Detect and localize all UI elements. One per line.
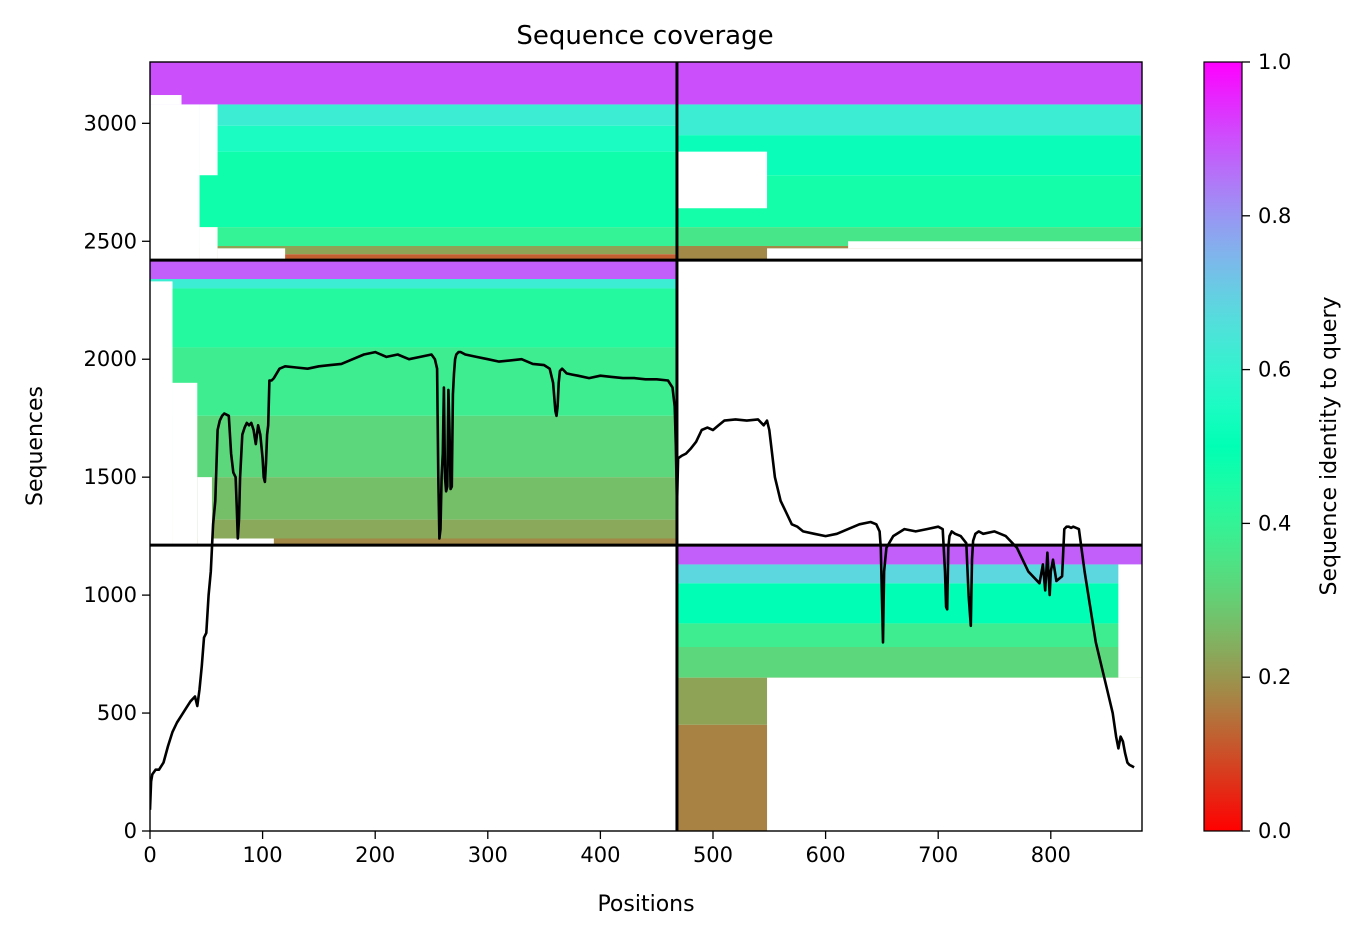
identity-band: [150, 415, 677, 478]
heatmap-block: [676, 62, 1142, 261]
identity-band: [676, 647, 1142, 678]
identity-band: [150, 254, 677, 261]
y-tick-label: 2500: [84, 229, 137, 253]
x-axis: 0 100 200 300 400 500 600 700 800: [143, 831, 1071, 867]
coverage-gap: [199, 104, 218, 176]
identity-band: [676, 583, 1142, 624]
colorbar: 0.0 0.2 0.4 0.6 0.8 1.0: [1203, 50, 1291, 843]
x-tick-label: 600: [806, 843, 846, 867]
coverage-gap: [172, 382, 198, 546]
colorbar-gradient: [1204, 62, 1242, 831]
identity-band: [676, 545, 1142, 565]
coverage-gap: [848, 241, 1142, 249]
x-tick-label: 500: [693, 843, 733, 867]
coverage-gap: [197, 477, 212, 546]
x-tick-label: 0: [143, 843, 156, 867]
colorbar-tick-label: 0.6: [1258, 358, 1291, 382]
identity-band: [150, 477, 677, 520]
coverage-gap: [150, 281, 173, 546]
identity-band: [150, 104, 677, 126]
identity-band: [150, 288, 677, 348]
x-tick-label: 400: [580, 843, 620, 867]
coverage-gap: [150, 104, 200, 261]
y-tick-label: 1000: [84, 583, 137, 607]
identity-band: [150, 279, 677, 289]
identity-band: [150, 125, 677, 152]
colorbar-tick-label: 0.2: [1258, 665, 1291, 689]
x-tick-label: 800: [1031, 843, 1071, 867]
plot-frame: [149, 61, 1143, 832]
colorbar-tick-label: 0.4: [1258, 511, 1291, 535]
x-tick-label: 200: [355, 843, 395, 867]
identity-band: [150, 245, 677, 255]
coverage-gap: [676, 151, 768, 209]
identity-band: [150, 227, 677, 246]
y-axis: 0 500 1000 1500 2000 2500 3000: [84, 111, 150, 843]
coverage-gap: [211, 538, 274, 546]
identity-band: [676, 564, 1142, 584]
coverage-heatmap: [150, 62, 1142, 831]
coverage-gap: [767, 248, 1142, 261]
colorbar-tick-label: 0.0: [1258, 819, 1291, 843]
coverage-line: [150, 350, 1135, 810]
heatmap-block: [150, 260, 677, 546]
x-axis-label: Positions: [597, 892, 694, 917]
identity-band: [150, 260, 677, 280]
y-tick-label: 500: [97, 701, 137, 725]
y-axis-label: Sequences: [23, 386, 48, 506]
coverage-gap: [150, 95, 182, 105]
identity-band: [150, 519, 677, 539]
chart-title: Sequence coverage: [516, 21, 773, 51]
x-tick-label: 100: [243, 843, 283, 867]
y-tick-label: 3000: [84, 111, 137, 135]
x-tick-label: 700: [918, 843, 958, 867]
y-tick-label: 2000: [84, 347, 137, 371]
heatmap-block: [150, 62, 677, 261]
coverage-gap: [767, 677, 1142, 831]
heatmap-block: [676, 545, 1142, 831]
x-tick-label: 300: [468, 843, 508, 867]
y-tick-label: 0: [124, 819, 137, 843]
identity-band: [676, 62, 1142, 105]
coverage-gap: [1118, 564, 1142, 678]
coverage-gap: [199, 227, 218, 261]
identity-band: [676, 623, 1142, 648]
identity-band: [150, 62, 677, 105]
colorbar-tick-label: 0.8: [1258, 204, 1291, 228]
identity-band: [676, 104, 1142, 136]
colorbar-ticks: 0.0 0.2 0.4 0.6 0.8 1.0: [1242, 50, 1291, 843]
colorbar-tick-label: 1.0: [1258, 50, 1291, 74]
coverage-gap: [217, 248, 286, 261]
identity-band: [150, 151, 677, 228]
colorbar-label: Sequence identity to query: [1317, 296, 1342, 595]
colorbar-frame: [1203, 61, 1243, 832]
y-tick-label: 1500: [84, 465, 137, 489]
identity-band: [150, 538, 677, 546]
